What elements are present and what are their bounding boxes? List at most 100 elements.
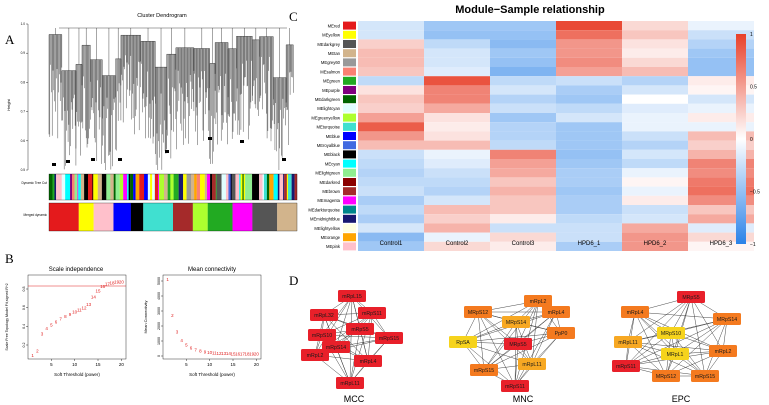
heatmap-cell [556, 149, 622, 159]
module-color-strip [259, 174, 263, 200]
heatmap-cell [358, 168, 424, 178]
merged-dynamic-label: Merged dynamic [23, 213, 47, 217]
module-swatch [343, 233, 356, 242]
network-node [502, 316, 530, 328]
y-tick-label: 4000 [157, 292, 161, 300]
heatmap-cell [358, 140, 424, 150]
module-swatch [343, 214, 356, 223]
panel-c-letter: C [289, 9, 298, 24]
heatmap-cell [358, 232, 424, 242]
module-label: MElightgreen [315, 171, 340, 176]
r2-point-label: 19 [114, 279, 120, 284]
sample-label: Control3 [512, 241, 535, 247]
colorbar-tick: 0.5 [750, 85, 757, 91]
heatmap-cell [688, 186, 754, 196]
module-label: MEdarkgreen [315, 97, 341, 102]
heatmap-cell [556, 223, 622, 233]
network-node [470, 364, 498, 376]
heatmap-cell [622, 168, 688, 178]
x-tick-label: 15 [95, 362, 101, 367]
network-edge [483, 332, 562, 371]
network-edge [323, 314, 369, 362]
heatmap-cell [556, 85, 622, 95]
r2-point-label: 13 [86, 302, 92, 307]
heatmap-cell [556, 30, 622, 40]
epc-network: MRpS5 mRpL4 MRpS14 MRpS10 mRpL11 MRpL1 mRpL2 mR… [612, 291, 741, 404]
heatmap-cell [490, 103, 556, 113]
module-color-strip [84, 174, 89, 200]
module-color-strip [158, 174, 160, 200]
network-node-label: mRpL4 [360, 359, 377, 365]
connectivity-point-label: 15 [230, 351, 236, 356]
heatmap-cell [556, 232, 622, 242]
network-node-label: mRpL11 [618, 340, 637, 346]
network-edge [634, 311, 706, 377]
module-label: MEyellow [322, 33, 341, 38]
module-color-strip [61, 174, 66, 200]
module-label: MEdarkred [320, 180, 341, 185]
network-edge [462, 332, 562, 343]
module-swatch [343, 40, 356, 48]
network-edge [483, 321, 517, 371]
sample-label: HPD6_3 [710, 241, 733, 247]
module-color-strip [225, 174, 229, 200]
merged-module-strip [93, 203, 114, 231]
heatmap-cell [358, 159, 424, 169]
module-color-strip [235, 174, 240, 200]
heatmap-cell [490, 67, 556, 77]
scale-independence-title: Scale independence [49, 267, 104, 273]
heatmap-cell [358, 67, 424, 77]
heatmap-cell [424, 223, 490, 233]
module-color-strip [186, 174, 192, 200]
module-swatch [343, 242, 356, 251]
heatmap-cell [556, 131, 622, 141]
heatmap-cell [622, 149, 688, 159]
heatmap-cell [490, 205, 556, 215]
module-swatch [343, 132, 356, 140]
heatmap-cell [424, 131, 490, 141]
network-edge [477, 311, 516, 387]
module-swatch [343, 224, 356, 232]
network-node-label: mRpS15 [379, 336, 399, 342]
network-method-label: MCC [344, 394, 365, 404]
module-color-strip [210, 174, 213, 200]
mean-connectivity-frame [162, 274, 262, 360]
network-node-label: mRpS10 [312, 333, 332, 339]
module-color-strip [110, 174, 114, 200]
network-node [691, 370, 719, 382]
colorbar-tick: 1 [750, 32, 753, 38]
mean-connectivity-title: Mean connectivity [188, 267, 236, 273]
r2-point-label: 7 [59, 317, 62, 322]
connectivity-point-label: 1 [166, 277, 169, 282]
heatmap-cell [622, 21, 688, 31]
network-node [612, 360, 640, 372]
heatmap-cell [622, 122, 688, 132]
heatmap-cell [556, 186, 622, 196]
network-node-label: mRpL4 [548, 310, 565, 316]
heatmap-cell [688, 159, 754, 169]
connectivity-point-label: 14 [226, 351, 232, 356]
heatmap-cell [358, 57, 424, 67]
module-color-strip [216, 174, 222, 200]
connectivity-point-label: 4 [180, 338, 183, 343]
network-node-label: MRpS5 [682, 295, 699, 301]
heatmap-cell [424, 21, 490, 31]
network-node-label: MRpS12 [468, 310, 488, 316]
heatmap-cell [688, 76, 754, 86]
heatmap-cell [424, 214, 490, 224]
heatmap-cell [490, 131, 556, 141]
module-color-strip [123, 174, 128, 200]
r2-point-label: 2 [36, 348, 39, 353]
module-label: MEpink [326, 244, 341, 249]
heatmap-cell [688, 214, 754, 224]
sample-labels: Control1 Control2 Control3 HPD6_1 HPD6_2 HPD6… [380, 241, 733, 247]
merged-module-strip [207, 203, 233, 231]
network-node [346, 323, 374, 335]
heatmap-cell [424, 232, 490, 242]
network-node-label: mRpS11 [362, 311, 382, 317]
network-node-label: mRpS15 [695, 374, 715, 380]
heatmap-cell [490, 159, 556, 169]
module-color-strip [273, 174, 278, 200]
heatmap-cell [688, 57, 754, 67]
module-swatch [343, 76, 356, 85]
